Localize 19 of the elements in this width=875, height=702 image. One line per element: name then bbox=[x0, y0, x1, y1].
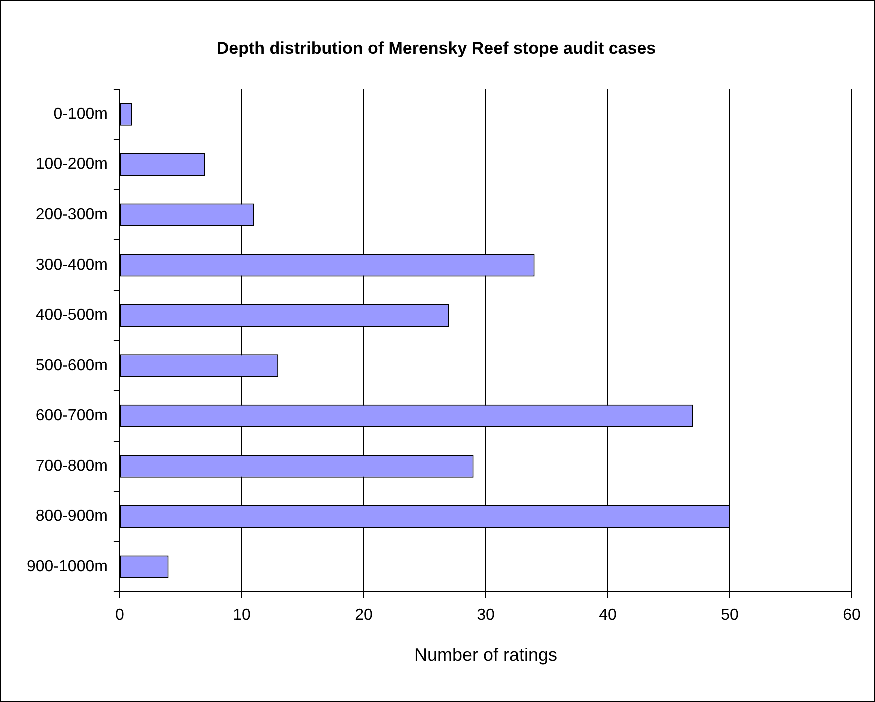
y-tick-label: 900-1000m bbox=[26, 558, 108, 576]
y-tick-label: 100-200m bbox=[36, 156, 108, 174]
y-tick-label: 200-300m bbox=[36, 206, 108, 224]
y-tick-label: 700-800m bbox=[36, 458, 108, 475]
x-axis-title: Number of ratings bbox=[414, 645, 558, 666]
x-tick-label: 60 bbox=[843, 607, 861, 624]
x-tick-label: 50 bbox=[721, 607, 739, 624]
y-tick-label: 800-900m bbox=[36, 508, 108, 526]
chart-title: Depth distribution of Merensky Reef stope audit cases bbox=[216, 38, 656, 58]
x-tick-label: 40 bbox=[599, 607, 617, 624]
x-tick-label: 10 bbox=[233, 607, 251, 624]
y-tick-label: 300-400m bbox=[36, 256, 108, 274]
y-tick-label: 600-700m bbox=[36, 408, 108, 425]
y-tick-label: 0-100m bbox=[54, 106, 108, 123]
x-tick-label: 20 bbox=[355, 607, 373, 624]
x-tick-label: 30 bbox=[477, 607, 495, 624]
x-tick-label: 0 bbox=[115, 607, 124, 624]
y-tick-label: 400-500m bbox=[36, 307, 108, 324]
y-tick-label: 500-600m bbox=[36, 357, 108, 374]
